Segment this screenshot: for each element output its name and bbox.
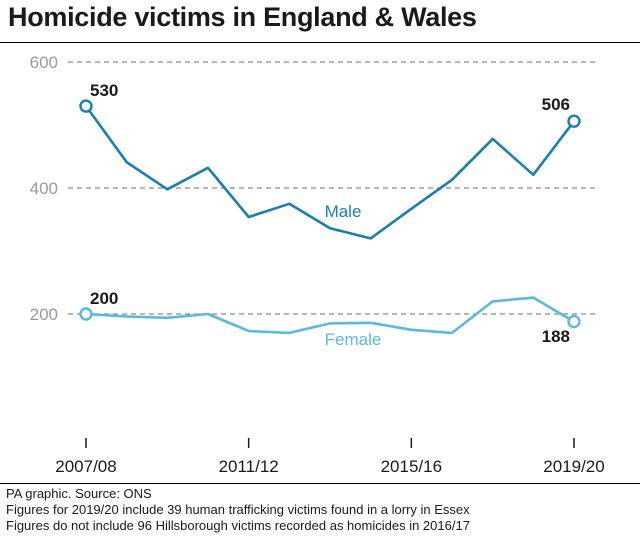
series-label-male: Male bbox=[325, 202, 362, 221]
top-rule bbox=[0, 42, 640, 43]
male-end-label: 506 bbox=[542, 95, 570, 114]
data-labels: Male Female 530 506 200 188 bbox=[90, 81, 570, 349]
footer-notes: PA graphic. Source: ONS Figures for 2019… bbox=[6, 486, 470, 534]
y-tick-label: 200 bbox=[30, 305, 58, 324]
endpoint-marker bbox=[567, 314, 581, 329]
x-tick-label: 2019/20 bbox=[543, 457, 604, 476]
endpoint-marker bbox=[567, 114, 581, 128]
x-tick-label: 2015/16 bbox=[381, 457, 442, 476]
chart-title: Homicide victims in England & Wales bbox=[8, 2, 477, 32]
series-line-male bbox=[84, 105, 576, 240]
series-label-female: Female bbox=[325, 330, 382, 349]
male-start-label: 530 bbox=[90, 81, 118, 100]
x-axis: 2007/08 2011/12 2015/16 2019/20 bbox=[55, 438, 605, 476]
x-tick-label: 2011/12 bbox=[219, 457, 279, 476]
y-tick-label: 400 bbox=[30, 179, 58, 198]
bottom-rule bbox=[0, 483, 640, 484]
source-note: PA graphic. Source: ONS bbox=[6, 486, 152, 501]
line-chart: 200 400 600 2007/08 2011/12 2015/16 2019/20 M… bbox=[30, 53, 605, 476]
female-start-label: 200 bbox=[90, 289, 118, 308]
footnote-2019-20: Figures for 2019/20 include 39 human tra… bbox=[6, 502, 470, 517]
y-tick-label: 600 bbox=[30, 53, 58, 72]
endpoint-marker bbox=[79, 307, 93, 321]
x-tick-label: 2007/08 bbox=[55, 457, 116, 476]
endpoint-marker bbox=[79, 99, 93, 113]
footnote-hillsborough: Figures do not include 96 Hillsborough v… bbox=[6, 518, 470, 533]
series-line-female bbox=[85, 296, 575, 335]
y-axis-ticks: 200 400 600 bbox=[30, 53, 58, 324]
female-end-label: 188 bbox=[542, 327, 570, 346]
series-lines bbox=[79, 99, 581, 335]
grid-lines bbox=[68, 61, 596, 315]
